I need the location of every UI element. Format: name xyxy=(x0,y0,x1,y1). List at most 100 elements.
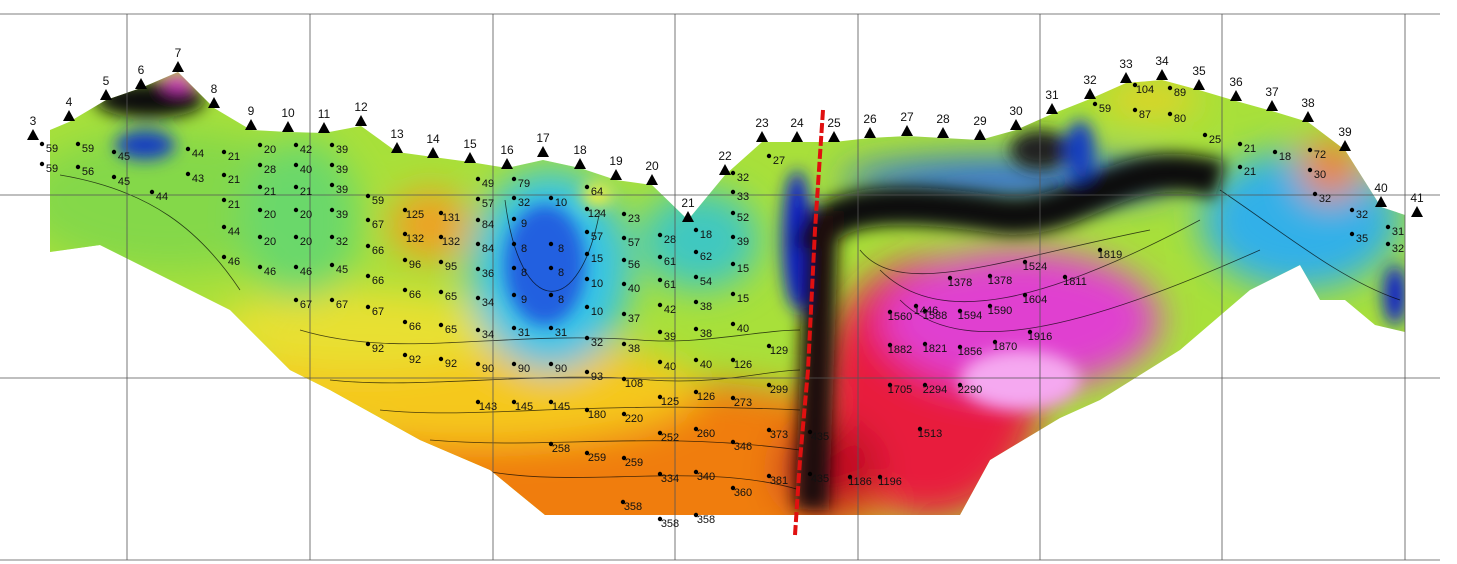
data-point xyxy=(293,264,299,270)
data-point xyxy=(75,164,81,170)
value-label: 20 xyxy=(264,144,276,156)
data-point xyxy=(730,210,736,216)
value-label: 34 xyxy=(482,329,494,341)
station-marker xyxy=(391,142,403,153)
value-label: 21 xyxy=(264,186,276,198)
data-point xyxy=(584,276,590,282)
data-point xyxy=(693,299,699,305)
data-point xyxy=(913,303,919,309)
data-point xyxy=(548,292,554,298)
value-label: 39 xyxy=(336,144,348,156)
data-point xyxy=(693,326,699,332)
data-point xyxy=(584,407,590,413)
data-point xyxy=(402,287,408,293)
value-label: 180 xyxy=(588,409,606,421)
value-label: 273 xyxy=(734,397,752,409)
value-label: 126 xyxy=(697,391,715,403)
data-point xyxy=(1385,241,1391,247)
data-point xyxy=(402,231,408,237)
station-label: 28 xyxy=(936,112,950,126)
data-point xyxy=(365,304,371,310)
data-point xyxy=(329,207,335,213)
value-label: 8 xyxy=(558,294,564,306)
value-label: 125 xyxy=(406,209,424,221)
value-label: 1705 xyxy=(888,384,912,396)
value-label: 20 xyxy=(264,209,276,221)
value-label: 90 xyxy=(482,363,494,375)
station-marker xyxy=(1084,88,1096,99)
station-marker xyxy=(719,164,731,175)
data-point xyxy=(621,257,627,263)
value-label: 132 xyxy=(442,236,460,248)
station-marker xyxy=(245,119,257,130)
data-point xyxy=(475,399,481,405)
value-label: 1196 xyxy=(878,476,902,488)
value-label: 1524 xyxy=(1023,261,1047,273)
data-point xyxy=(511,176,517,182)
value-label: 145 xyxy=(515,401,533,413)
data-point xyxy=(221,149,227,155)
data-point xyxy=(922,308,928,314)
data-point xyxy=(807,471,813,477)
data-point xyxy=(39,141,45,147)
value-label: 21 xyxy=(1244,166,1256,178)
data-point xyxy=(365,217,371,223)
data-point xyxy=(621,311,627,317)
value-label: 358 xyxy=(624,501,642,513)
value-label: 89 xyxy=(1174,87,1186,99)
data-point xyxy=(657,232,663,238)
value-label: 1378 xyxy=(988,275,1012,287)
data-point xyxy=(293,297,299,303)
data-point xyxy=(693,469,699,475)
data-point xyxy=(847,474,853,480)
data-point xyxy=(1202,132,1208,138)
data-point xyxy=(584,251,590,257)
value-label: 80 xyxy=(1174,113,1186,125)
station-label: 31 xyxy=(1045,88,1059,102)
data-point xyxy=(1237,141,1243,147)
data-point xyxy=(221,224,227,230)
data-point xyxy=(1349,231,1355,237)
value-label: 435 xyxy=(811,431,829,443)
value-label: 59 xyxy=(46,143,58,155)
data-point xyxy=(511,265,517,271)
data-point xyxy=(693,249,699,255)
data-point xyxy=(620,499,626,505)
data-point xyxy=(257,234,263,240)
data-point xyxy=(548,325,554,331)
station-label: 7 xyxy=(175,46,182,60)
data-point xyxy=(1312,191,1318,197)
station-label: 10 xyxy=(281,106,295,120)
data-point xyxy=(730,291,736,297)
data-point xyxy=(257,207,263,213)
station-label: 22 xyxy=(718,149,732,163)
station-label: 24 xyxy=(790,116,804,130)
station-marker xyxy=(427,147,439,158)
value-label: 39 xyxy=(664,331,676,343)
station-label: 27 xyxy=(900,110,914,124)
value-label: 46 xyxy=(264,266,276,278)
data-point xyxy=(730,485,736,491)
value-label: 143 xyxy=(479,401,497,413)
value-label: 108 xyxy=(625,378,643,390)
station-marker xyxy=(1193,79,1205,90)
station-label: 3 xyxy=(30,114,37,128)
value-label: 56 xyxy=(82,166,94,178)
data-point xyxy=(1307,167,1313,173)
data-point xyxy=(511,195,517,201)
data-point xyxy=(657,329,663,335)
value-label: 90 xyxy=(518,363,530,375)
data-point xyxy=(511,399,517,405)
data-point xyxy=(475,241,481,247)
station-marker xyxy=(1302,111,1314,122)
value-label: 42 xyxy=(664,304,676,316)
station-marker xyxy=(1339,140,1351,151)
data-point xyxy=(584,229,590,235)
data-point xyxy=(548,361,554,367)
data-point xyxy=(657,359,663,365)
value-label: 40 xyxy=(628,283,640,295)
data-point xyxy=(807,429,813,435)
value-label: 346 xyxy=(734,441,752,453)
data-point xyxy=(621,376,627,382)
